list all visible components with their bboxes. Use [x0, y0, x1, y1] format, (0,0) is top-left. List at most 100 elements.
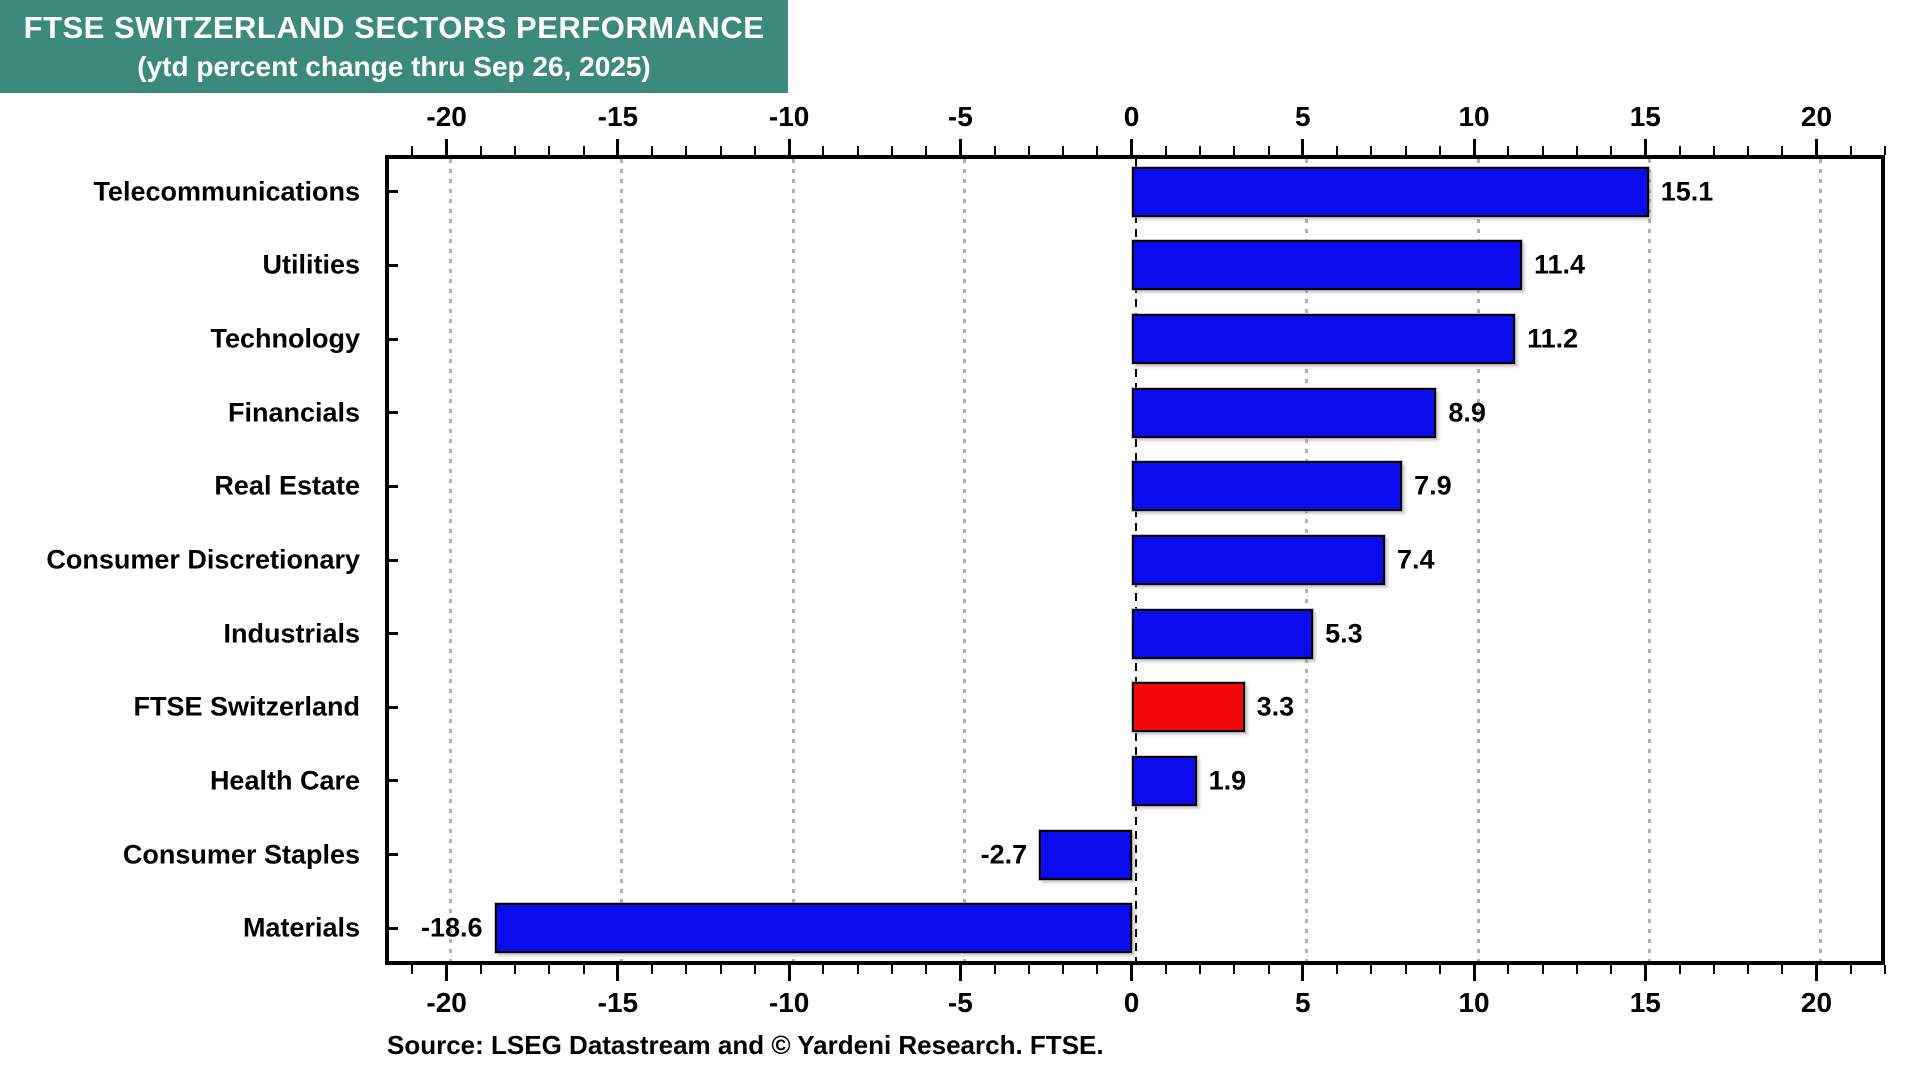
category-label-financials: Financials — [227, 397, 360, 428]
tick-label-0: 0 — [1123, 987, 1140, 1018]
category-label-consumer-discretionary: Consumer Discretionary — [46, 544, 360, 575]
minor-tick — [925, 965, 928, 974]
minor-tick — [1199, 965, 1202, 974]
category-label-utilities: Utilities — [262, 249, 360, 280]
tick-label-15: 15 — [1629, 987, 1661, 1018]
value-label-industrials: 5.3 — [1325, 618, 1363, 649]
minor-tick — [1575, 146, 1578, 155]
minor-tick — [1781, 965, 1784, 974]
minor-tick — [1507, 965, 1510, 974]
tick-label--5: -5 — [947, 101, 973, 132]
bar-telecommunications — [1131, 166, 1649, 217]
value-label-technology: 11.2 — [1527, 323, 1579, 354]
minor-tick — [411, 965, 414, 974]
bar-ftse-switzerland — [1131, 682, 1245, 733]
minor-tick — [1781, 146, 1784, 155]
minor-tick — [548, 146, 551, 155]
minor-tick — [993, 965, 996, 974]
major-tick-10 — [1472, 139, 1476, 155]
minor-tick — [719, 965, 722, 974]
minor-tick — [514, 146, 517, 155]
minor-tick — [1712, 965, 1715, 974]
chart-subtitle: (ytd percent change thru Sep 26, 2025) — [137, 51, 651, 82]
gridline-15 — [1647, 159, 1651, 961]
major-tick--10 — [787, 965, 791, 981]
major-tick-5 — [1301, 965, 1305, 981]
minor-tick — [1062, 146, 1065, 155]
value-label-ftse-switzerland: 3.3 — [1256, 691, 1295, 722]
gridline--5 — [962, 159, 966, 961]
bar-technology — [1131, 314, 1516, 365]
minor-tick — [1541, 146, 1544, 155]
value-label-real-estate: 7.9 — [1414, 470, 1452, 501]
value-label-materials: -18.6 — [421, 912, 483, 943]
minor-tick — [856, 965, 859, 974]
value-label-health-care: 1.9 — [1208, 765, 1247, 796]
minor-tick — [890, 146, 893, 155]
minor-tick — [1507, 146, 1510, 155]
minor-tick — [685, 146, 688, 155]
gridline-10 — [1476, 159, 1480, 961]
minor-tick — [1027, 146, 1030, 155]
minor-tick — [548, 965, 551, 974]
minor-tick — [1267, 146, 1270, 155]
tick-label-0: 0 — [1123, 101, 1140, 132]
minor-tick — [822, 146, 825, 155]
category-tick-real-estate — [389, 484, 398, 488]
minor-tick — [1678, 146, 1681, 155]
major-tick--10 — [787, 139, 791, 155]
tick-label-5: 5 — [1295, 987, 1311, 1018]
category-axis-labels: Telecommunications Utilities Technology Fin… — [0, 155, 360, 965]
major-tick-15 — [1643, 139, 1647, 155]
minor-tick — [890, 965, 893, 974]
value-label-telecommunications: 15.1 — [1660, 176, 1714, 207]
category-label-telecommunications: Telecommunications — [93, 176, 360, 207]
source-note: Source: LSEG Datastream and © Yardeni Re… — [387, 1030, 1104, 1060]
major-tick-0 — [1130, 965, 1134, 981]
minor-tick — [822, 965, 825, 974]
tick-label--20: -20 — [426, 987, 467, 1018]
minor-tick — [479, 965, 482, 974]
minor-tick — [753, 965, 756, 974]
minor-tick — [479, 146, 482, 155]
minor-tick — [1233, 146, 1236, 155]
minor-tick — [582, 965, 585, 974]
minor-tick — [685, 965, 688, 974]
category-label-industrials: Industrials — [223, 618, 360, 649]
gridline--20 — [449, 159, 453, 961]
tick-label-20: 20 — [1800, 101, 1833, 132]
major-tick--20 — [445, 139, 449, 155]
bar-industrials — [1131, 608, 1314, 659]
tick-label-10: 10 — [1458, 987, 1490, 1018]
bar-consumer-discretionary — [1131, 535, 1385, 585]
major-tick--5 — [958, 965, 962, 981]
bar-consumer-staples — [1039, 829, 1132, 880]
minor-tick — [1164, 146, 1167, 155]
minor-tick — [1062, 965, 1065, 974]
minor-tick — [993, 146, 996, 155]
minor-tick — [925, 146, 928, 155]
minor-tick — [1267, 965, 1270, 974]
bar-materials — [494, 903, 1132, 954]
minor-tick — [856, 146, 859, 155]
minor-tick — [1438, 965, 1441, 974]
minor-tick — [1336, 146, 1339, 155]
minor-tick — [1199, 146, 1202, 155]
plot-area: 15.1 11.4 11.2 8.9 7.9 7.4 5.3 3.3 1.9 -2.7 -18.6 — [385, 155, 1885, 965]
category-tick-industrials — [389, 632, 398, 636]
major-tick--5 — [958, 139, 962, 155]
minor-tick — [1678, 965, 1681, 974]
chart-title: FTSE SWITZERLAND SECTORS PERFORMANCE — [23, 10, 765, 45]
major-tick-10 — [1472, 965, 1476, 981]
minor-tick — [1370, 146, 1373, 155]
minor-tick — [1610, 146, 1613, 155]
major-tick-15 — [1643, 965, 1647, 981]
minor-tick — [1884, 146, 1886, 155]
value-label-consumer-staples: -2.7 — [980, 839, 1028, 870]
minor-tick — [1027, 965, 1030, 974]
major-tick--15 — [616, 139, 620, 155]
tick-label-20: 20 — [1800, 987, 1833, 1018]
bar-real-estate — [1131, 461, 1403, 512]
minor-tick — [514, 965, 517, 974]
tick-label--5: -5 — [947, 987, 973, 1018]
